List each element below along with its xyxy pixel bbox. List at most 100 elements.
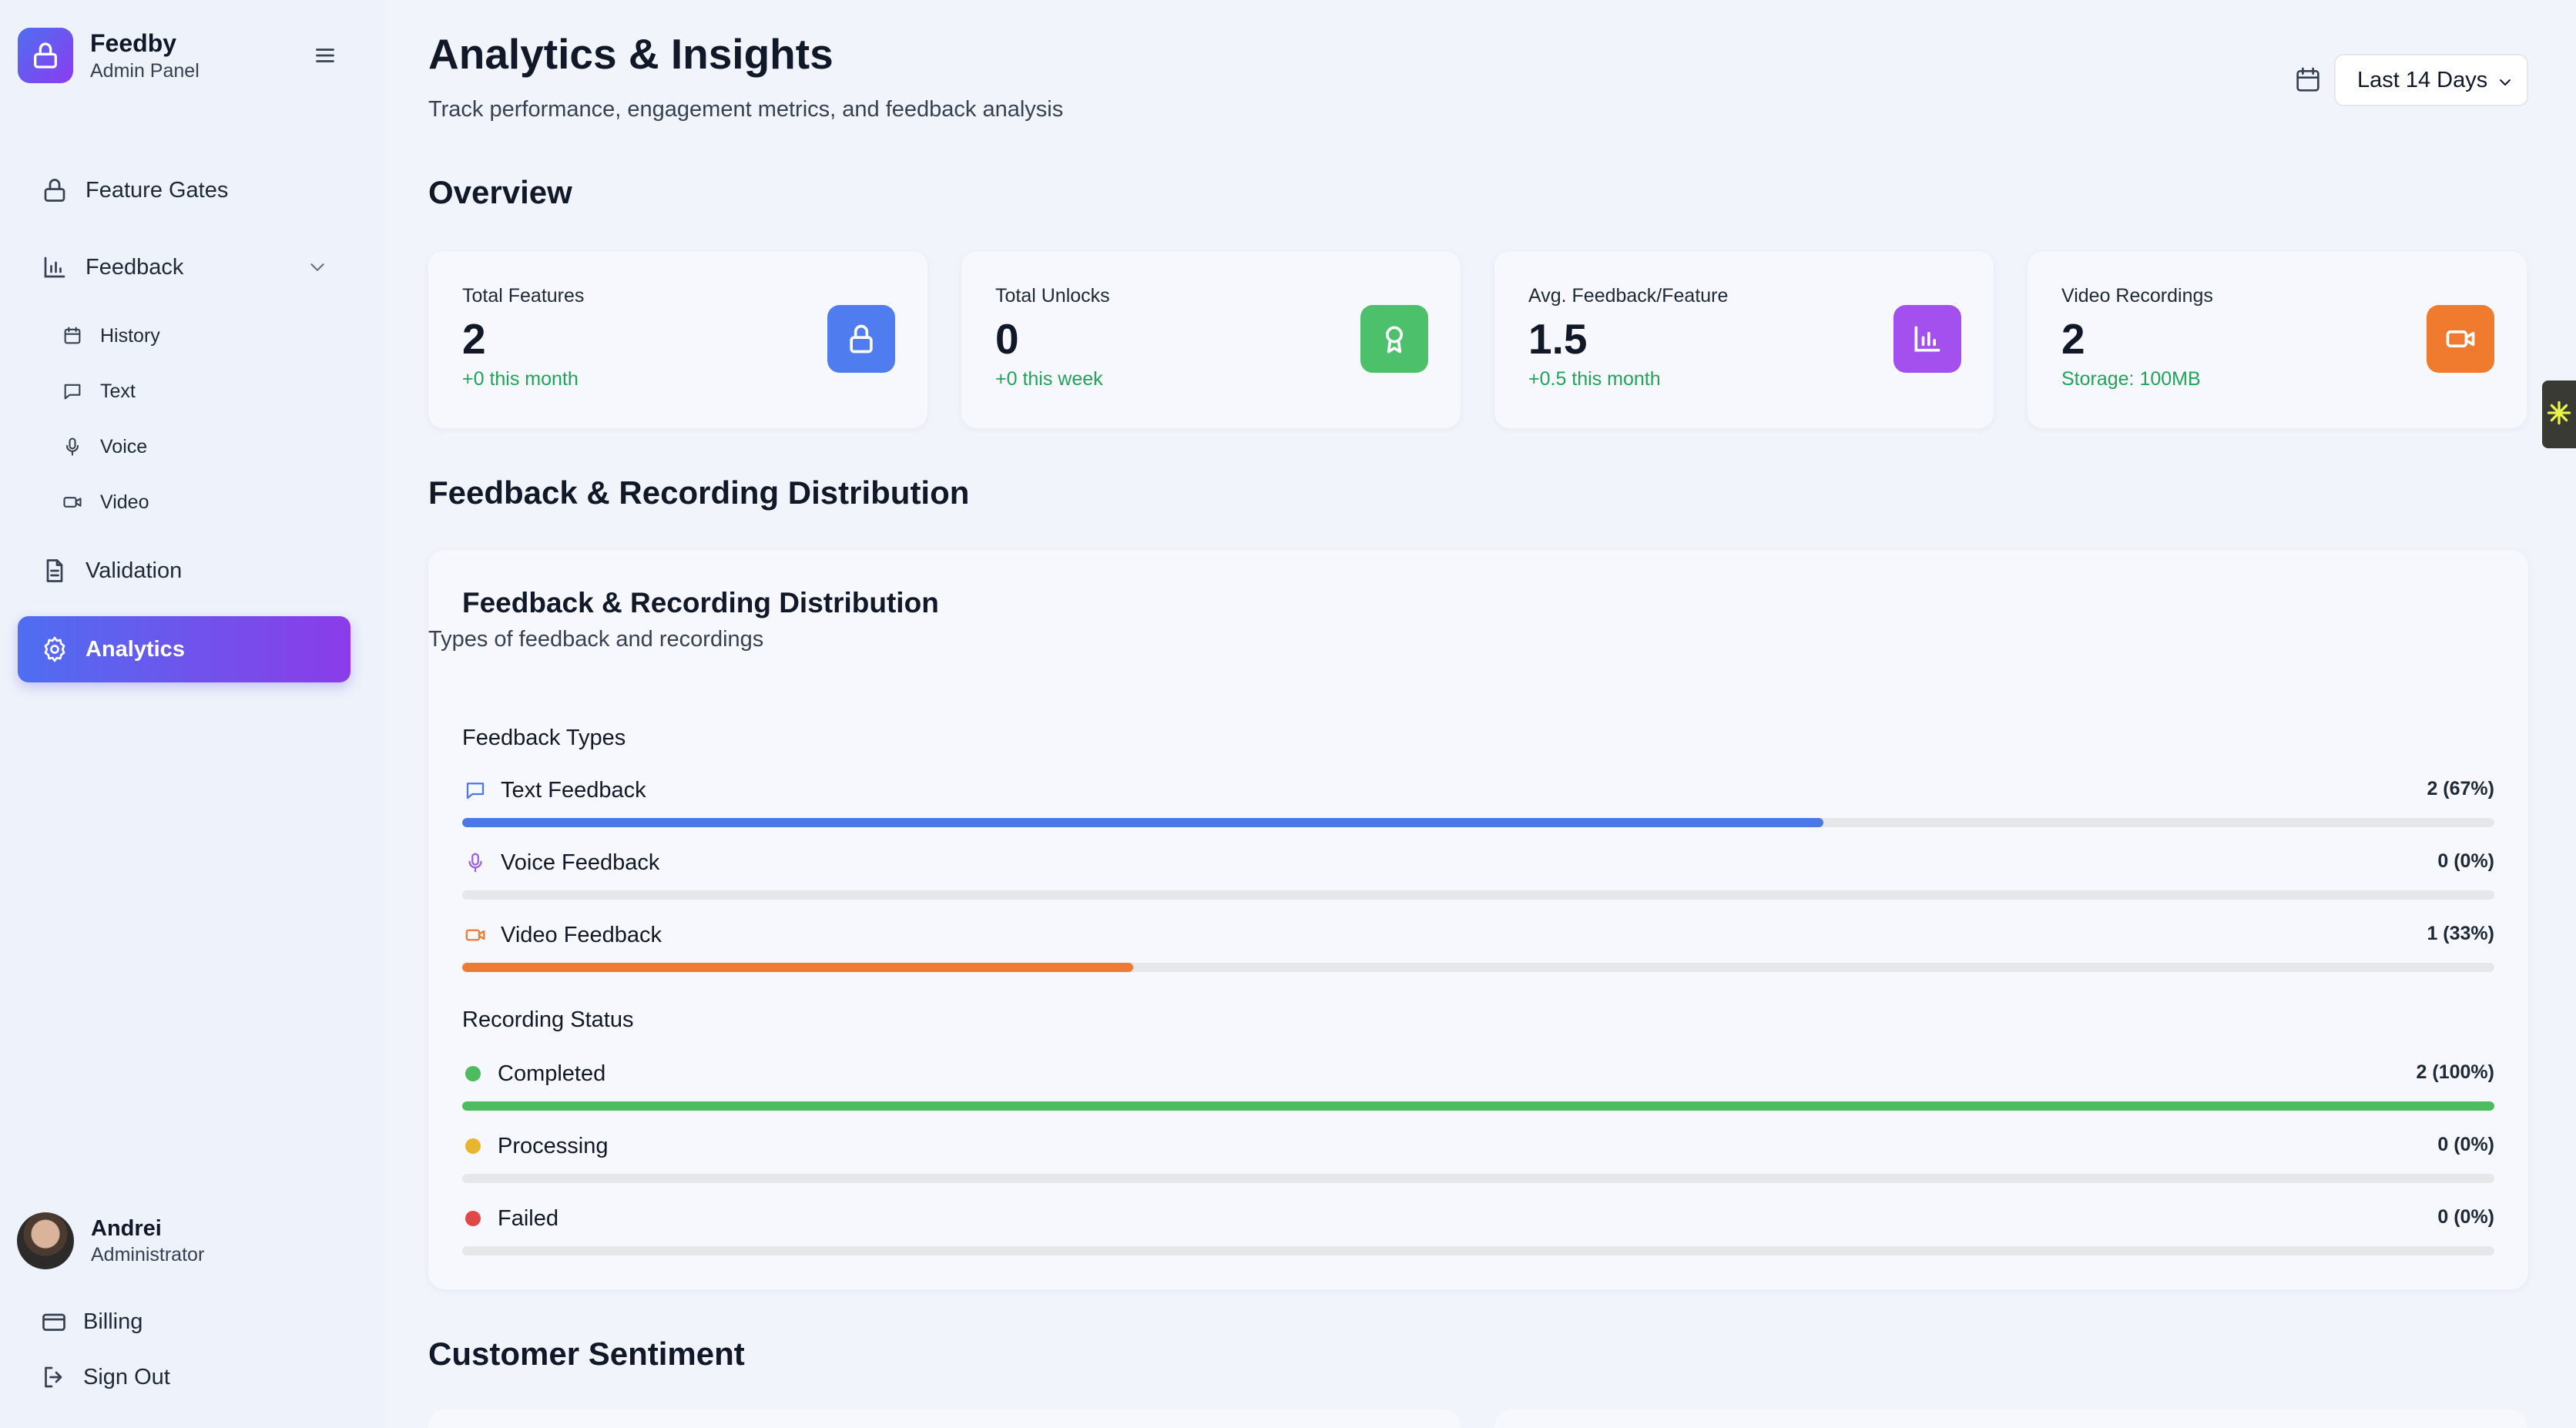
stat-value: 0 bbox=[995, 315, 1019, 363]
video-icon bbox=[462, 922, 488, 948]
row-value: 0 (0%) bbox=[2437, 1134, 2494, 1155]
sidebar-item-label: Validation bbox=[86, 558, 183, 583]
stat-label: Total Unlocks bbox=[995, 285, 1110, 307]
progress-track bbox=[462, 1101, 2494, 1111]
stat-label: Video Recordings bbox=[2061, 285, 2213, 307]
sidebar: Feedby Admin Panel Feature Gates Feedbac… bbox=[0, 0, 385, 1428]
stat-card-avg-feedback: Avg. Feedback/Feature 1.5 +0.5 this mont… bbox=[1494, 251, 1994, 428]
document-icon bbox=[39, 555, 70, 586]
credit-card-icon bbox=[39, 1306, 69, 1337]
row-value: 0 (0%) bbox=[2437, 1206, 2494, 1228]
distribution-section-title: Feedback & Recording Distribution bbox=[428, 474, 970, 511]
sentiment-section-title: Customer Sentiment bbox=[428, 1336, 745, 1372]
avatar bbox=[17, 1212, 74, 1269]
chevron-down-icon[interactable] bbox=[306, 256, 329, 279]
progress-fill bbox=[462, 818, 1824, 827]
stat-value: 1.5 bbox=[1528, 315, 1588, 363]
sidebar-subitem-history[interactable]: History bbox=[60, 313, 337, 359]
row-value: 2 (67%) bbox=[2427, 778, 2494, 799]
billing-label: Billing bbox=[83, 1309, 143, 1334]
sidebar-subitem-voice[interactable]: Voice bbox=[60, 424, 337, 470]
sidebar-subitem-label: History bbox=[100, 324, 160, 347]
status-dot bbox=[465, 1066, 481, 1081]
feedback-row-voice: Voice Feedback 0 (0%) bbox=[462, 847, 2494, 901]
stat-delta: +0.5 this month bbox=[1528, 368, 1661, 390]
sign-out-label: Sign Out bbox=[83, 1364, 170, 1389]
stat-label: Total Features bbox=[462, 285, 585, 307]
stat-card-total-features: Total Features 2 +0 this month bbox=[428, 251, 927, 428]
progress-fill bbox=[462, 1101, 2494, 1111]
progress-track bbox=[462, 890, 2494, 900]
video-icon bbox=[2427, 305, 2494, 373]
progress-track bbox=[462, 1174, 2494, 1183]
sidebar-item-label: Feedback bbox=[86, 254, 184, 280]
row-label-text: Completed bbox=[498, 1061, 606, 1086]
sidebar-item-label: Feature Gates bbox=[86, 177, 229, 203]
lock-icon bbox=[39, 175, 70, 206]
row-value: 1 (33%) bbox=[2427, 923, 2494, 944]
brand-name: Feedby bbox=[90, 29, 177, 57]
user-profile[interactable]: Andrei Administrator bbox=[17, 1212, 204, 1269]
date-range-select[interactable]: Last 14 Days bbox=[2334, 54, 2528, 106]
row-label-text: Processing bbox=[498, 1133, 609, 1158]
distribution-card: Feedback & Recording Distribution Types … bbox=[428, 550, 2528, 1289]
calendar-icon bbox=[2293, 65, 2323, 96]
menu-toggle-icon[interactable] bbox=[311, 42, 339, 69]
stat-card-total-unlocks: Total Unlocks 0 +0 this week bbox=[961, 251, 1461, 428]
bar-chart-icon bbox=[1893, 305, 1961, 373]
sidebar-item-feature-gates[interactable]: Feature Gates bbox=[18, 157, 351, 223]
sidebar-subitem-label: Text bbox=[100, 380, 136, 402]
distribution-card-title: Feedback & Recording Distribution bbox=[462, 587, 939, 618]
recording-status-label: Recording Status bbox=[462, 1007, 634, 1032]
chevron-down-icon bbox=[2496, 72, 2514, 91]
progress-track bbox=[462, 963, 2494, 972]
lock-icon bbox=[827, 305, 895, 373]
video-icon bbox=[60, 490, 85, 515]
page-title: Analytics & Insights bbox=[428, 30, 834, 78]
date-range-value: Last 14 Days bbox=[2357, 67, 2488, 92]
gear-icon bbox=[39, 634, 70, 665]
row-label-text: Voice Feedback bbox=[501, 850, 660, 875]
status-dot bbox=[465, 1211, 481, 1226]
progress-track bbox=[462, 1246, 2494, 1255]
sidebar-item-label: Analytics bbox=[86, 636, 185, 662]
sparkle-icon bbox=[2545, 399, 2573, 431]
award-icon bbox=[1360, 305, 1428, 373]
billing-link[interactable]: Billing bbox=[39, 1300, 143, 1343]
floating-widget-tab[interactable] bbox=[2542, 380, 2576, 448]
sentiment-card-left bbox=[428, 1410, 1461, 1428]
sign-out-link[interactable]: Sign Out bbox=[39, 1356, 170, 1399]
sidebar-subitem-label: Video bbox=[100, 491, 149, 513]
sidebar-subitem-text[interactable]: Text bbox=[60, 368, 337, 414]
feedback-types-label: Feedback Types bbox=[462, 726, 626, 750]
sidebar-item-feedback[interactable]: Feedback bbox=[18, 234, 351, 300]
overview-title: Overview bbox=[428, 174, 572, 210]
sign-out-icon bbox=[39, 1362, 69, 1393]
mic-icon bbox=[462, 850, 488, 876]
sidebar-item-analytics[interactable]: Analytics bbox=[18, 616, 351, 682]
brand-logo-icon bbox=[18, 28, 73, 83]
row-value: 0 (0%) bbox=[2437, 850, 2494, 872]
user-role: Administrator bbox=[91, 1244, 205, 1265]
row-label-text: Text Feedback bbox=[501, 777, 646, 803]
sidebar-item-validation[interactable]: Validation bbox=[18, 538, 351, 604]
calendar-icon bbox=[60, 323, 85, 348]
status-row-failed: Failed 0 (0%) bbox=[462, 1203, 2494, 1257]
main-content: Analytics & Insights Track performance, … bbox=[385, 0, 2576, 1428]
sidebar-subitem-label: Voice bbox=[100, 435, 148, 458]
sentiment-card-right bbox=[1494, 1410, 2527, 1428]
feedback-row-video: Video Feedback 1 (33%) bbox=[462, 920, 2494, 974]
status-row-processing: Processing 0 (0%) bbox=[462, 1131, 2494, 1185]
sidebar-subitem-video[interactable]: Video bbox=[60, 479, 337, 525]
page-subtitle: Track performance, engagement metrics, a… bbox=[428, 97, 1064, 122]
stat-delta: +0 this month bbox=[462, 368, 579, 390]
stat-card-video-recordings: Video Recordings 2 Storage: 100MB bbox=[2028, 251, 2527, 428]
status-row-completed: Completed 2 (100%) bbox=[462, 1058, 2494, 1112]
distribution-card-subtitle: Types of feedback and recordings bbox=[428, 627, 764, 652]
brand[interactable]: Feedby Admin Panel bbox=[18, 28, 200, 83]
brand-subtitle: Admin Panel bbox=[90, 60, 200, 82]
mic-icon bbox=[60, 434, 85, 459]
bar-chart-icon bbox=[39, 252, 70, 283]
row-label-text: Video Feedback bbox=[501, 922, 662, 947]
stat-delta: Storage: 100MB bbox=[2061, 368, 2201, 390]
